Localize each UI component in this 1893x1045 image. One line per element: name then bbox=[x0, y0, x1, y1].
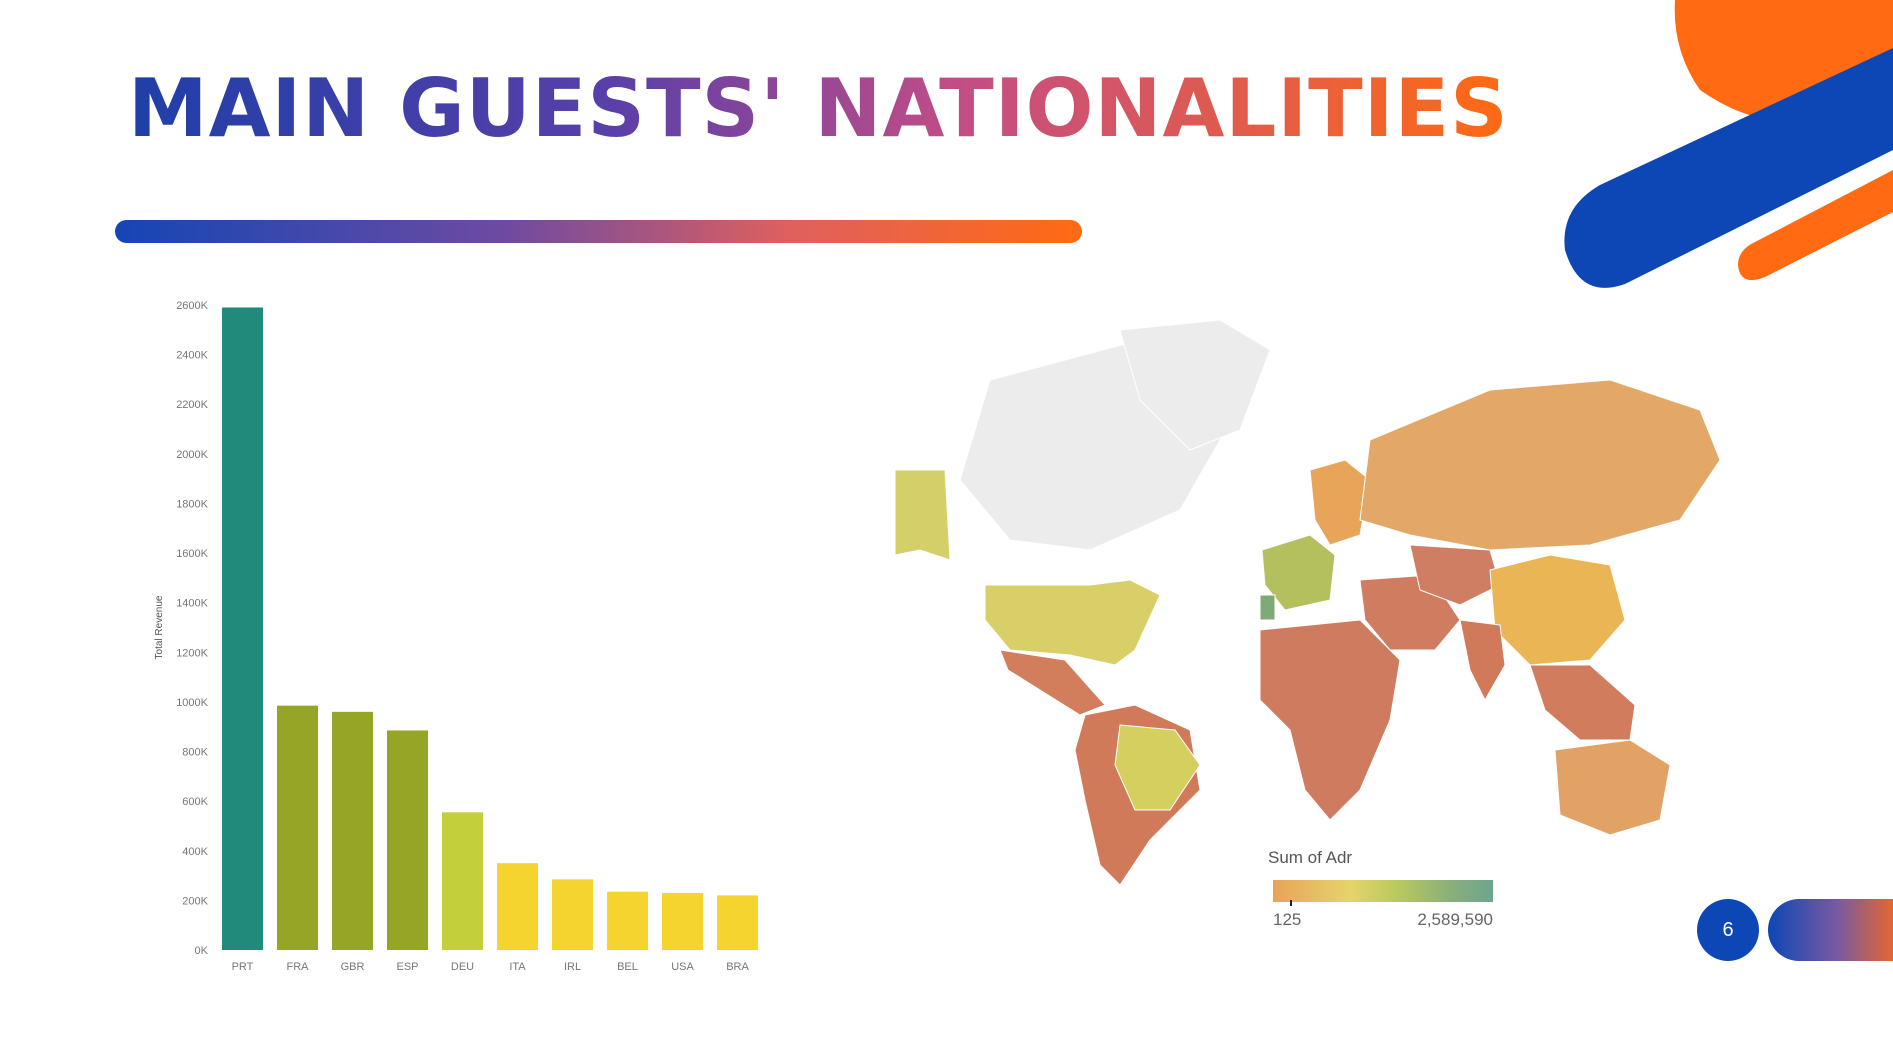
bar-gbr bbox=[332, 711, 373, 950]
bar-deu bbox=[442, 812, 483, 950]
region-europe-west bbox=[1261, 534, 1336, 611]
y-tick-label: 200K bbox=[182, 895, 208, 907]
y-tick-label: 2400K bbox=[176, 350, 208, 362]
bar-esp bbox=[387, 730, 428, 950]
y-tick-label: 400K bbox=[182, 846, 208, 858]
legend-max-value: 2,589,590 bbox=[1417, 910, 1493, 929]
y-tick-label: 1800K bbox=[176, 498, 208, 510]
bars bbox=[222, 307, 758, 950]
bar-bra bbox=[717, 895, 758, 950]
y-tick-label: 2000K bbox=[176, 449, 208, 461]
title-underline bbox=[115, 220, 1082, 243]
x-tick-label: ITA bbox=[509, 961, 526, 973]
bar-irl bbox=[552, 879, 593, 950]
page-number: 6 bbox=[1697, 899, 1759, 961]
x-tick-label: GBR bbox=[341, 961, 365, 973]
x-tick-label: FRA bbox=[287, 961, 310, 973]
page-tab-decoration bbox=[1768, 899, 1893, 961]
region-usa bbox=[984, 579, 1161, 666]
y-tick-label: 0K bbox=[195, 945, 209, 957]
x-tick-label: BEL bbox=[617, 961, 638, 973]
orange-stripe bbox=[1738, 170, 1893, 281]
region-china bbox=[1489, 554, 1626, 666]
region-portugal bbox=[1259, 594, 1276, 621]
y-tick-label: 1600K bbox=[176, 548, 208, 560]
region-alaska bbox=[894, 469, 951, 561]
x-tick-label: IRL bbox=[564, 961, 581, 973]
y-axis-ticks: 0K 200K 400K 600K 800K 1000K 1200K 1400K 1600K 18… bbox=[176, 300, 208, 957]
bar-usa bbox=[662, 892, 703, 950]
region-greenland bbox=[1119, 320, 1271, 451]
slide-title: MAIN GUESTS' NATIONALITIES bbox=[128, 62, 1509, 155]
legend-min-value: 125 bbox=[1273, 910, 1302, 929]
region-india bbox=[1459, 619, 1506, 702]
y-axis-label: Total Revenue bbox=[154, 595, 165, 659]
legend-color-scale bbox=[1273, 880, 1493, 902]
y-tick-label: 1200K bbox=[176, 647, 208, 659]
x-tick-label: DEU bbox=[451, 961, 474, 973]
y-tick-label: 1400K bbox=[176, 598, 208, 610]
x-tick-label: PRT bbox=[232, 961, 254, 973]
x-axis-labels: PRT FRA GBR ESP DEU ITA IRL BEL USA BRA bbox=[232, 961, 750, 973]
map-legend: Sum of Adr 125 2,589,590 bbox=[1268, 848, 1498, 929]
region-africa bbox=[1259, 619, 1401, 821]
bar-bel bbox=[607, 891, 648, 950]
region-russia bbox=[1359, 379, 1721, 551]
legend-title: Sum of Adr bbox=[1268, 848, 1353, 867]
y-tick-label: 1000K bbox=[176, 697, 208, 709]
region-australia bbox=[1554, 739, 1671, 836]
bar-prt bbox=[222, 307, 263, 950]
y-tick-label: 2600K bbox=[176, 300, 208, 312]
y-tick-label: 2200K bbox=[176, 399, 208, 411]
region-brazil bbox=[1114, 724, 1201, 811]
bar-fra bbox=[277, 705, 318, 950]
x-tick-label: BRA bbox=[726, 961, 749, 973]
region-europe-north bbox=[1309, 459, 1371, 546]
region-central-asia bbox=[1409, 544, 1501, 606]
region-southeast-asia bbox=[1529, 664, 1636, 741]
region-mexico-central bbox=[999, 649, 1106, 716]
bar-ita bbox=[497, 863, 538, 950]
y-tick-label: 800K bbox=[182, 747, 208, 759]
x-tick-label: ESP bbox=[396, 961, 418, 973]
x-tick-label: USA bbox=[671, 961, 694, 973]
blue-stripe bbox=[1564, 48, 1893, 288]
world-choropleth-map bbox=[894, 320, 1721, 886]
y-tick-label: 600K bbox=[182, 796, 208, 808]
revenue-bar-chart: 0K 200K 400K 600K 800K 1000K 1200K 1400K 1600K 18… bbox=[154, 300, 758, 973]
legend-marker bbox=[1290, 900, 1292, 906]
